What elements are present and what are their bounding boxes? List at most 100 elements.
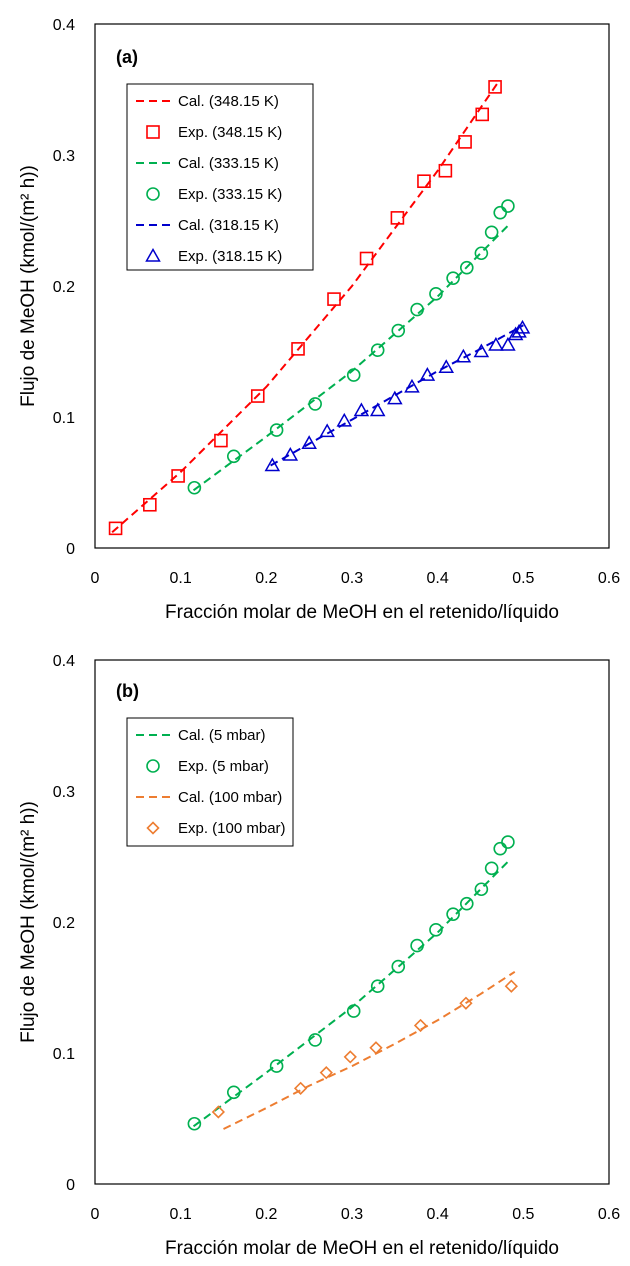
data-point [507,326,524,341]
x-tick-label: 0.6 [598,570,620,587]
y-tick-label: 0.3 [53,148,75,165]
legend: Cal. (5 mbar) Exp. (5 mbar) Cal. (100 mbar… [126,717,294,847]
series-line [192,222,512,492]
data-point [250,389,265,403]
legend-marker-swatch [146,187,160,201]
data-point [226,1085,241,1100]
series-cal-333-15-k [192,222,512,492]
legend-label: Exp. (100 mbar) [178,820,286,837]
x-tick-label: 0.5 [512,570,534,587]
data-point [387,390,403,405]
data-point [346,1004,361,1018]
series-cal-5-mbar [192,858,512,1128]
data-point [474,246,489,261]
y-tick-label: 0 [66,541,75,558]
data-point [410,938,424,953]
legend-item: Cal. (333.15 K) [136,155,279,172]
series-exp-348-15-k [108,80,502,536]
data-point [391,959,406,974]
chart-panel-a: 0 0.1 0.2 0.3 0.4 0.5 0.6 0 0.1 0.2 0.3 0.4 Fracción… [18,17,620,623]
data-point [346,368,361,382]
data-point [511,323,527,338]
data-point [438,359,455,373]
data-point [459,260,474,275]
data-point [391,323,406,338]
data-point [413,1018,428,1033]
data-point [419,367,436,381]
legend-item: Cal. (318.15 K) [136,217,279,234]
data-point [343,1050,357,1064]
data-point [390,211,405,225]
legend-marker-swatch [145,247,161,262]
data-point [370,979,385,993]
x-axis-label: Fracción molar de MeOH en el retenido/lí… [165,602,559,623]
x-tick-label: 0.1 [170,1206,192,1223]
series-line [192,858,512,1128]
chart-panel-b: 0 0.1 0.2 0.3 0.4 0.5 0.6 0 0.1 0.2 0.3 0.4 Fracción… [18,653,620,1259]
y-tick-label: 0.1 [53,1046,75,1063]
legend-label: Cal. (333.15 K) [178,155,279,172]
y-tick-label: 0.4 [53,17,75,34]
data-point [108,521,123,536]
legend-item: Cal. (348.15 K) [136,93,279,110]
data-point [301,435,317,449]
y-tick-label: 0.4 [53,653,75,670]
data-point [500,336,516,351]
data-point [187,480,202,495]
data-point [308,1033,322,1047]
series-exp-318-15-k [264,319,531,472]
legend-label: Cal. (318.15 K) [178,217,279,234]
data-point [293,1081,308,1096]
data-point [211,1105,225,1119]
data-point [319,423,335,438]
series-cal-348-15-k [111,82,499,534]
data-point [370,343,385,357]
data-point [473,343,490,358]
legend-marker-swatch [146,759,160,773]
series-exp-333-15-k [187,199,515,495]
x-tick-label: 0.1 [170,570,192,587]
series-exp-100-mbar [211,979,518,1119]
x-tick-label: 0.4 [427,570,449,587]
x-axis-label: Fracción molar de MeOH en el retenido/lí… [165,1238,559,1259]
data-point [504,979,518,993]
series-cal-100-mbar [223,970,516,1130]
y-tick-label: 0.1 [53,410,75,427]
y-tick-label: 0.2 [53,279,75,296]
data-point [410,302,424,317]
data-point [501,199,515,213]
data-point [269,423,284,437]
data-point [404,378,420,393]
x-tick-label: 0 [91,1206,100,1223]
data-point [143,497,157,512]
data-point [291,342,305,356]
panel-label: (b) [116,681,139,701]
data-point [214,433,228,448]
data-point [226,449,241,464]
x-tick-label: 0.3 [341,570,363,587]
data-point [353,402,370,417]
data-point [501,835,515,849]
legend-label: Exp. (318.15 K) [178,248,282,265]
data-point [187,1116,202,1131]
data-point [369,1041,383,1055]
data-point [308,397,322,411]
series-line [223,970,516,1130]
data-point [488,336,504,351]
data-point [514,319,531,334]
x-tick-label: 0.4 [427,1206,449,1223]
legend-label: Cal. (5 mbar) [178,727,266,744]
y-tick-label: 0.2 [53,915,75,932]
data-point [336,412,353,427]
legend-label: Exp. (348.15 K) [178,124,282,141]
legend-box [126,83,314,271]
legend-label: Cal. (100 mbar) [178,789,282,806]
data-point [484,861,499,876]
x-tick-label: 0.2 [255,570,277,587]
data-point [446,271,460,285]
data-point [446,907,460,921]
legend-item: Cal. (100 mbar) [136,789,282,806]
x-tick-label: 0.6 [598,1206,620,1223]
data-point [459,996,473,1010]
y-tick-label: 0.3 [53,784,75,801]
